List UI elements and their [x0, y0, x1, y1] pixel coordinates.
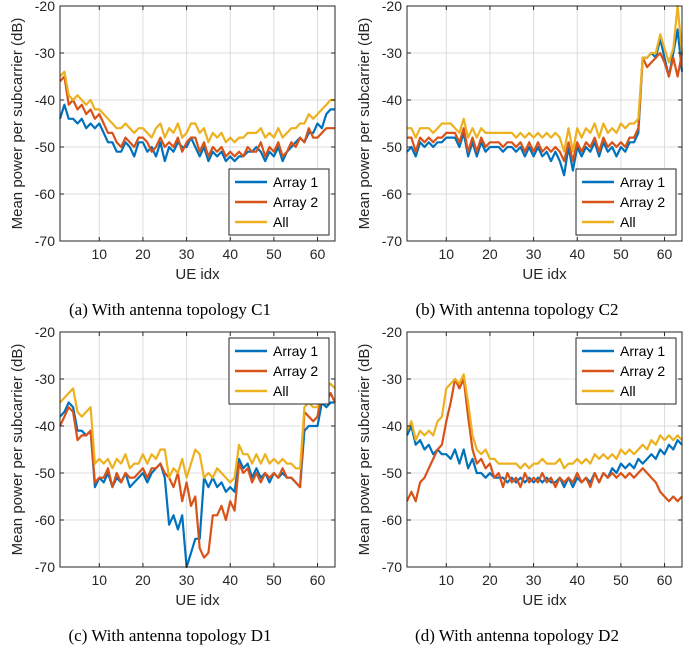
- series-line-3: [59, 382, 336, 484]
- x-tick-label: 40: [222, 572, 238, 588]
- series-line-3: [407, 4, 684, 153]
- y-tick-label: -40: [382, 418, 402, 434]
- legend-label-1: Array 1: [273, 343, 318, 359]
- legend-label-1: Array 1: [620, 174, 665, 190]
- y-tick-label: -30: [35, 371, 55, 387]
- x-tick-label: 10: [438, 246, 454, 262]
- y-axis-label: Mean power per subcarrier (dB): [356, 344, 373, 556]
- y-tick-label: -60: [382, 512, 402, 528]
- x-tick-label: 60: [657, 572, 673, 588]
- x-tick-label: 30: [526, 246, 542, 262]
- x-tick-label: 40: [569, 572, 585, 588]
- y-tick-label: -30: [382, 371, 402, 387]
- caption-c: (c) With antenna topology D1: [68, 626, 272, 645]
- x-tick-label: 20: [482, 246, 498, 262]
- x-tick-label: 50: [613, 246, 629, 262]
- legend-label-2: Array 2: [273, 194, 318, 210]
- axes-box: [406, 331, 683, 568]
- chart-panel-c: -70 -60 -50 -40 -30 -20 10 20 30 40 50 60 UE idx Mean…: [0, 326, 347, 624]
- x-tick-label: 50: [613, 572, 629, 588]
- x-tick-label: 40: [222, 246, 238, 262]
- y-tick-label: -70: [35, 559, 55, 575]
- x-tick-label: 60: [310, 246, 326, 262]
- y-tick-label: -70: [382, 233, 402, 249]
- legend-label-3: All: [273, 383, 289, 399]
- x-tick-label: 40: [569, 246, 585, 262]
- caption-b: (b) With antenna topology C2: [415, 300, 619, 319]
- chart-d: -70 -60 -50 -40 -30 -20 10 20 30 40 50 60 UE idx Mean…: [356, 326, 683, 609]
- y-tick-label: -70: [35, 233, 55, 249]
- x-tick-label: 10: [91, 572, 107, 588]
- chart-panel-a: -70 -60 -50 -40 -30 -20 10 20 30 40 50 60 UE idx Mean…: [0, 0, 347, 298]
- x-tick-label: 60: [657, 246, 673, 262]
- series-line-2: [59, 75, 335, 158]
- y-axis-label: Mean power per subcarrier (dB): [9, 18, 26, 230]
- y-tick-label: -40: [35, 418, 55, 434]
- y-tick-label: -20: [35, 0, 55, 14]
- y-axis-label: Mean power per subcarrier (dB): [356, 18, 373, 230]
- x-tick-label: 20: [482, 572, 498, 588]
- axes-box: [59, 5, 336, 242]
- legend-label-1: Array 1: [620, 343, 665, 359]
- y-axis-label: Mean power per subcarrier (dB): [9, 344, 26, 556]
- chart-panel-b: -70 -60 -50 -40 -30 -20 10 20 30 40 50 60 UE idx Mean…: [347, 0, 694, 298]
- axes-box: [406, 5, 683, 242]
- chart-c: -70 -60 -50 -40 -30 -20 10 20 30 40 50 60 UE idx Mean…: [9, 326, 336, 609]
- legend-label-2: Array 2: [273, 363, 318, 379]
- series-line-2: [406, 377, 683, 503]
- chart-panel-d: -70 -60 -50 -40 -30 -20 10 20 30 40 50 60 UE idx Mean…: [347, 326, 694, 624]
- y-tick-label: -70: [382, 559, 402, 575]
- y-tick-label: -30: [35, 45, 55, 61]
- y-tick-label: -50: [382, 139, 402, 155]
- y-tick-label: -20: [35, 326, 55, 340]
- x-axis-label: UE idx: [175, 266, 220, 283]
- legend-label-3: All: [273, 214, 289, 230]
- y-tick-label: -60: [35, 186, 55, 202]
- x-axis-label: UE idx: [522, 592, 567, 609]
- y-tick-label: -20: [382, 326, 402, 340]
- y-tick-label: -40: [382, 92, 402, 108]
- legend-label-3: All: [620, 214, 636, 230]
- x-tick-label: 50: [266, 572, 282, 588]
- x-axis-label: UE idx: [522, 266, 567, 283]
- legend-label-2: Array 2: [620, 194, 665, 210]
- y-tick-label: -50: [382, 465, 402, 481]
- y-tick-label: -20: [382, 0, 402, 14]
- y-tick-label: -60: [382, 186, 402, 202]
- legend: Array 1 Array 2 All: [228, 337, 330, 405]
- x-tick-label: 10: [91, 246, 107, 262]
- x-tick-label: 30: [526, 572, 542, 588]
- y-tick-label: -50: [35, 139, 55, 155]
- x-tick-label: 30: [179, 246, 195, 262]
- y-tick-label: -60: [35, 512, 55, 528]
- series-line-2: [407, 51, 684, 163]
- series-line-3: [406, 373, 683, 470]
- legend: Array 1 Array 2 All: [228, 168, 330, 236]
- x-tick-label: 20: [135, 572, 151, 588]
- caption-d: (d) With antenna topology D2: [415, 626, 619, 645]
- x-tick-label: 50: [266, 246, 282, 262]
- legend: Array 1 Array 2 All: [575, 337, 677, 405]
- y-tick-label: -50: [35, 465, 55, 481]
- y-tick-label: -30: [382, 45, 402, 61]
- x-tick-label: 60: [310, 572, 326, 588]
- chart-a: -70 -60 -50 -40 -30 -20 10 20 30 40 50 60 UE idx Mean…: [9, 0, 336, 283]
- x-axis-label: UE idx: [175, 592, 220, 609]
- axes-box: [59, 331, 336, 568]
- series-line-1: [406, 28, 684, 177]
- x-tick-label: 20: [135, 246, 151, 262]
- series-line-2: [59, 391, 336, 559]
- legend-label-1: Array 1: [273, 174, 318, 190]
- legend-label-3: All: [620, 383, 636, 399]
- chart-b: -70 -60 -50 -40 -30 -20 10 20 30 40 50 60 UE idx Mean…: [356, 0, 684, 283]
- legend-label-2: Array 2: [620, 363, 665, 379]
- y-tick-label: -40: [35, 92, 55, 108]
- series-line-3: [59, 70, 335, 144]
- legend: Array 1 Array 2 All: [575, 168, 677, 236]
- x-tick-label: 30: [179, 572, 195, 588]
- caption-a: (a) With antenna topology C1: [68, 300, 272, 319]
- x-tick-label: 10: [438, 572, 454, 588]
